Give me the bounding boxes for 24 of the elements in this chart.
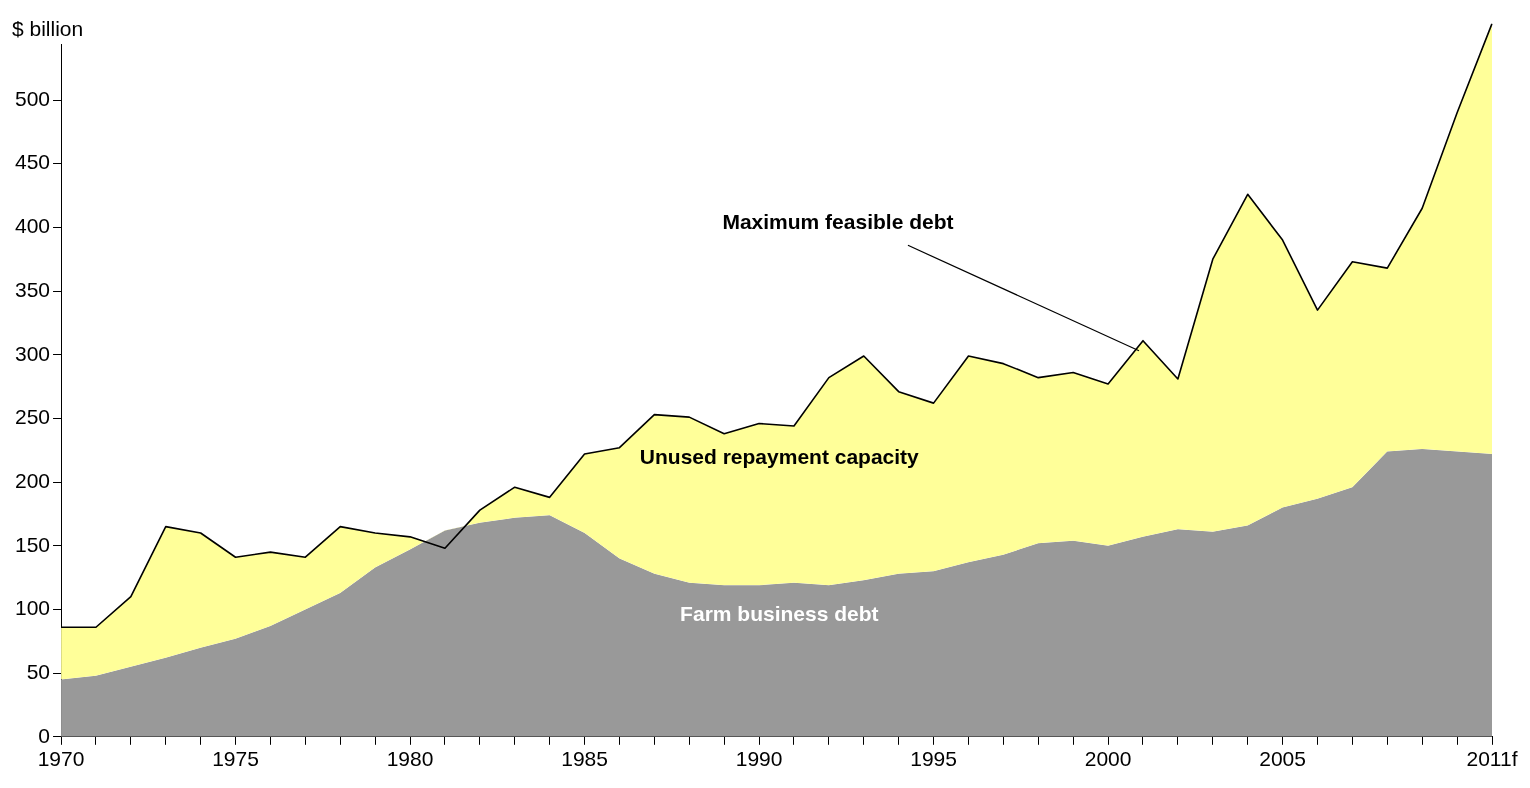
x-tick-label: 2011f [1466,747,1518,771]
x-tick-label: 2005 [1259,747,1306,771]
y-tick-label: 150 [14,532,51,556]
x-tick-label: 1970 [37,747,85,771]
x-tick-label: 2000 [1084,747,1132,771]
y-tick-label: 500 [14,86,51,110]
annotation: Unused repayment capacity [639,445,920,469]
series-label: Farm business debt [680,602,879,626]
x-tick-label: 1995 [910,747,957,771]
y-tick-label: 0 [38,723,51,747]
y-tick-label: 300 [14,341,51,365]
y-tick-label: 450 [14,150,51,174]
x-tick-label: 1990 [735,747,783,771]
y-tick-label: 350 [14,277,51,301]
y-tick-label: 400 [14,214,51,238]
y-axis-title: $ billion [12,17,84,41]
x-tick-label: 1985 [561,747,608,771]
y-tick-label: 250 [14,405,51,429]
y-tick-label: 200 [14,468,51,492]
y-tick-label: 100 [14,596,51,620]
y-tick-label: 50 [26,659,51,683]
text: Maximum feasible debt [722,210,954,234]
x-tick-label: 1975 [212,747,259,771]
x-tick-label: 1980 [386,747,434,771]
